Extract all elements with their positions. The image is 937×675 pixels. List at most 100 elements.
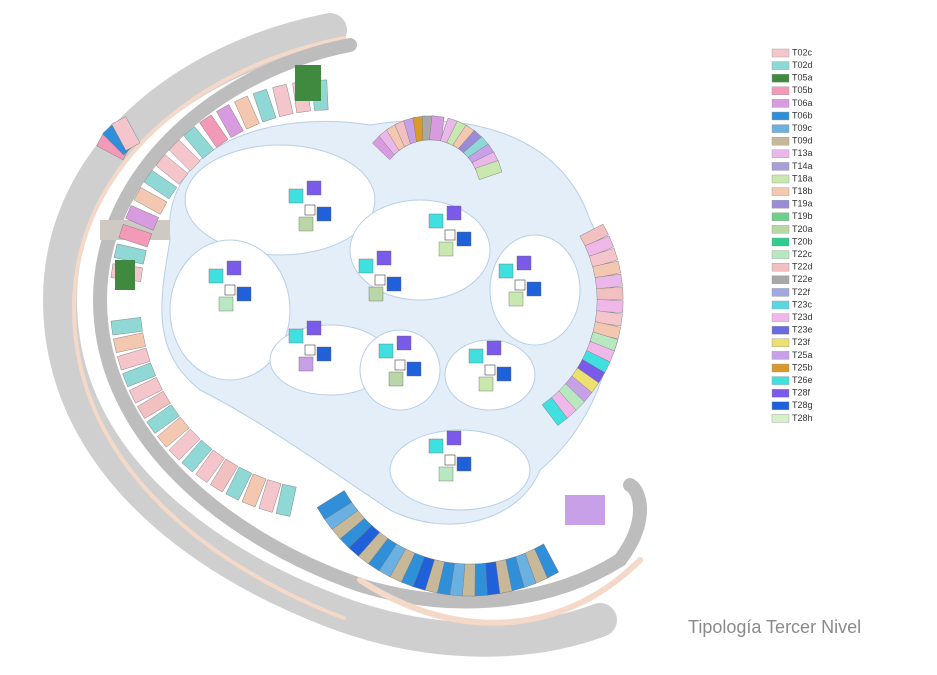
legend-swatch [771, 414, 790, 423]
legend-swatch [771, 401, 790, 410]
legend-label: T06b [792, 110, 813, 120]
legend-swatch [771, 275, 790, 284]
unit [429, 115, 445, 142]
legend-label: T05b [792, 85, 813, 95]
legend-label: T22f [792, 287, 811, 297]
legend-swatch [771, 250, 790, 259]
island [349, 199, 491, 301]
legend-label: T14a [792, 161, 813, 171]
unit [589, 248, 618, 268]
unit [252, 88, 277, 123]
legend-swatch [771, 99, 790, 108]
legend-swatch [771, 162, 790, 171]
unit [388, 371, 404, 387]
unit [146, 404, 180, 434]
unit [526, 281, 542, 297]
unit [295, 65, 321, 101]
unit [125, 205, 159, 231]
legend-swatch [771, 187, 790, 196]
legend-label: T02d [792, 60, 813, 70]
core [484, 364, 496, 376]
legend-swatch [771, 338, 790, 347]
core [224, 284, 236, 296]
unit [486, 340, 502, 356]
legend-label: T13a [792, 148, 813, 158]
legend-swatch [771, 326, 790, 335]
core [304, 204, 316, 216]
core [394, 359, 406, 371]
unit [428, 213, 444, 229]
unit [288, 188, 304, 204]
legend-swatch [771, 48, 790, 58]
legend-swatch [771, 174, 790, 184]
legend-swatch [771, 288, 790, 297]
unit [378, 343, 394, 359]
legend-label: T19b [792, 211, 813, 221]
unit [143, 170, 178, 200]
unit [376, 250, 392, 266]
unit [306, 320, 322, 336]
unit [541, 397, 568, 426]
unit [396, 335, 412, 351]
unit [168, 428, 201, 461]
legend-label: T23f [792, 337, 811, 347]
legend-swatch [771, 376, 790, 385]
unit [258, 479, 282, 513]
legend-swatch [771, 199, 790, 209]
unit [241, 473, 267, 508]
units [96, 65, 624, 597]
unit [234, 95, 260, 130]
unit [111, 116, 141, 151]
legend-swatch [771, 263, 790, 272]
legend-label: T23e [792, 325, 813, 335]
unit [594, 273, 623, 290]
legend-label: T05a [792, 73, 813, 83]
unit [122, 362, 156, 388]
legend-label: T23c [792, 299, 813, 309]
unit [468, 348, 484, 364]
core [444, 454, 456, 466]
legend-swatch [771, 86, 790, 96]
unit [456, 456, 472, 472]
legend-swatch [771, 363, 790, 373]
unit [438, 466, 454, 482]
legend-swatch [771, 73, 790, 83]
unit [113, 332, 146, 353]
unit [496, 366, 512, 382]
legend-swatch [771, 61, 790, 70]
unit [478, 376, 494, 392]
legend-label: T25b [792, 362, 813, 372]
unit [210, 458, 239, 493]
legend-swatch [771, 124, 790, 133]
roads [42, 13, 647, 657]
unit [216, 104, 244, 138]
legend-label: T06a [792, 98, 813, 108]
unit [456, 231, 472, 247]
unit [475, 160, 503, 180]
legend-label: T18b [792, 186, 813, 196]
unit [438, 241, 454, 257]
core [304, 344, 316, 356]
unit [218, 296, 234, 312]
legend-label: T26e [792, 375, 813, 385]
legend-label: T20a [792, 224, 813, 234]
unit [137, 390, 171, 419]
legend-label: T22c [792, 249, 813, 259]
legend-label: T09c [792, 123, 813, 133]
unit [168, 139, 201, 172]
unit [298, 356, 314, 372]
unit [208, 268, 224, 284]
unit [584, 235, 614, 258]
legend-swatch [771, 149, 790, 159]
legend-swatch [771, 111, 790, 121]
unit [195, 449, 225, 483]
legend-label: T28h [792, 413, 813, 423]
legend-label: T23d [792, 312, 813, 322]
unit [181, 439, 213, 473]
unit [508, 291, 524, 307]
unit [110, 317, 143, 336]
unit [565, 495, 605, 525]
unit [428, 438, 444, 454]
